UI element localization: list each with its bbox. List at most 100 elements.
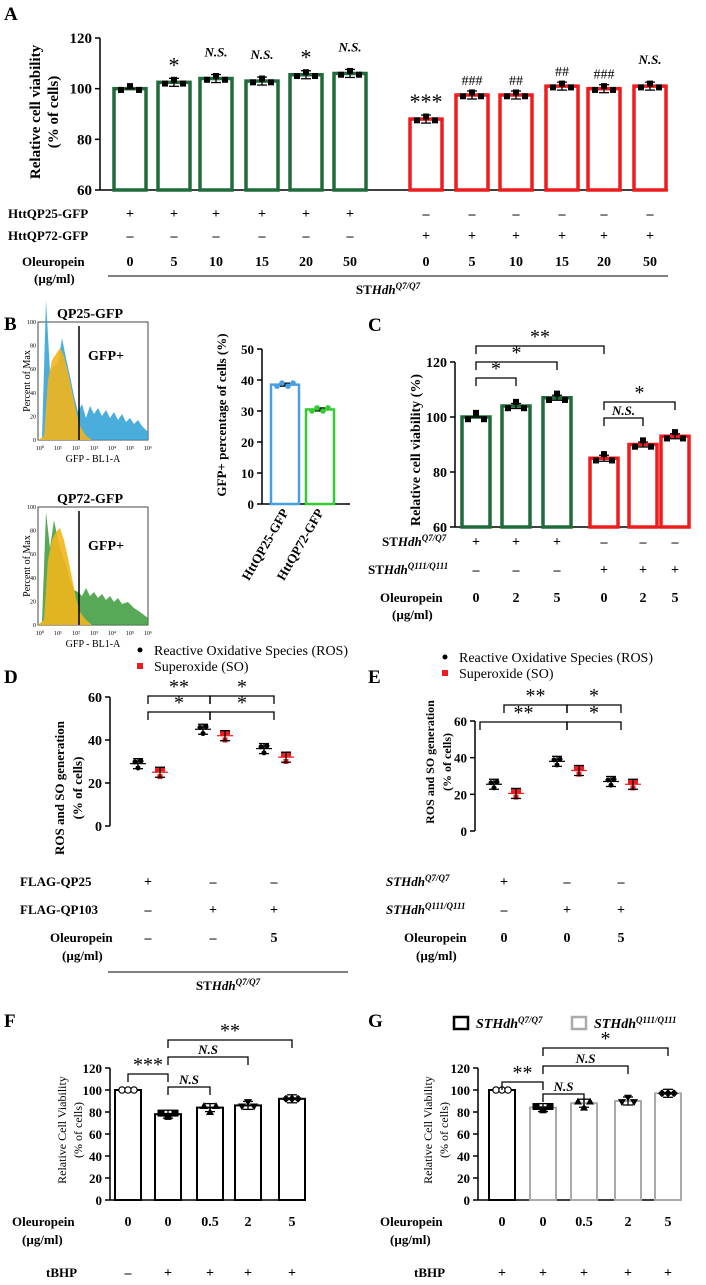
a-point-2-0: [204, 76, 210, 83]
d-cond-0-2: –: [270, 875, 279, 890]
e-cond-1-1: +: [563, 903, 571, 918]
g-sig-3-bracket: [542, 1093, 585, 1102]
f-ytick-label-6: 120: [83, 1061, 103, 1076]
g-cond-0-4: 5: [665, 1215, 672, 1230]
g-legend-q7: STHdhQ7/Q7: [476, 1015, 543, 1032]
flow1-ytick-5: 100: [27, 320, 36, 326]
d-legend-ros: Reactive Oxidative Species (ROS): [154, 644, 348, 659]
f-point-4-2: [294, 1094, 302, 1103]
g-legend-q111-marker: [570, 1015, 588, 1031]
g-sig-2-sig-label: **: [513, 1062, 533, 1084]
c-cond-label-3b: (µg/ml): [392, 607, 433, 622]
a-cond-2-11: 50: [643, 255, 657, 270]
d-cond-2-1: –: [209, 931, 218, 946]
e-cond-1-0: –: [500, 903, 509, 918]
a-point-7-0: [460, 93, 466, 100]
d-cond-label-1: FLAG-QP25: [20, 874, 92, 889]
a-cond-label-2: HttQP72-GFP: [8, 228, 88, 243]
g-cond-label-1b: (µg/ml): [390, 1232, 431, 1247]
flow1-xtick-5: 10⁵: [126, 446, 134, 452]
d-legend-ros-marker: [137, 647, 143, 653]
e-ytick-label-0: 0: [461, 824, 468, 839]
c-cond-0-0: +: [472, 535, 480, 550]
d-cond-1-1: +: [209, 903, 217, 918]
f-point-4-0: [282, 1094, 290, 1103]
b-ytick-label-3: 30: [241, 404, 254, 419]
b-bar-1: [304, 408, 336, 506]
e-sig-3-bracket: [566, 721, 622, 730]
b-ytick-label-4: 40: [241, 373, 254, 388]
d-cond-2-0: –: [144, 931, 153, 946]
c-cond-2-5: 5: [672, 591, 679, 606]
d-so-point-2-0: [281, 752, 286, 758]
f-point-1-1: [164, 1112, 172, 1120]
a-cond-1-6: +: [422, 229, 430, 244]
a-point-7-1: [469, 89, 475, 96]
e-sig-0-sig-label: **: [526, 685, 546, 707]
d-cond-1-2: +: [270, 903, 278, 918]
d-legend-so-marker: [137, 663, 143, 669]
a-condition-values: + + + + + + – – – – – – – – – – – – + + + + + +0 5 10 15 20 50 0 5 10 15…: [126, 207, 658, 270]
a-bar-3: [244, 79, 280, 192]
f-cond-1-1: +: [164, 1266, 172, 1281]
flow2-ytick-0: 0: [33, 623, 36, 629]
b-point-1-2: [320, 408, 326, 414]
e-ylabel-1: ROS and SO generation: [423, 700, 437, 824]
d-cond-0-0: +: [144, 875, 152, 890]
f-point-2-0: [200, 1101, 208, 1109]
a-sig-11: N.S.: [637, 52, 661, 67]
e-cond-0-1: –: [563, 875, 572, 890]
g-point-4-1: [664, 1089, 672, 1098]
a-point-1-0: [162, 80, 168, 87]
e-so-point-0-0: [511, 789, 516, 795]
c-sig-3-sig-label: N.S.: [611, 403, 635, 418]
f-ylabel-1: Relative Cell Viability: [55, 1076, 69, 1184]
b-ytick-label-5: 50: [241, 342, 254, 357]
flow1-ytick-3: 60: [30, 367, 36, 373]
f-cond-0-0: 0: [125, 1215, 132, 1230]
c-bar-2: [541, 396, 573, 529]
e-cond-0-0: +: [500, 875, 508, 890]
g-bar-2: [570, 1102, 598, 1201]
a-point-0-2: [136, 86, 142, 93]
flow1-xtick-3: 10³: [90, 446, 98, 452]
flow2-histogram-control: [38, 528, 92, 625]
g-ytick-label-5: 100: [451, 1083, 471, 1098]
d-so-point-1-0: [220, 731, 225, 737]
f-ytick-label-3: 60: [89, 1127, 102, 1142]
f-cond-0-3: 2: [245, 1215, 252, 1230]
f-cond-1-2: +: [206, 1266, 214, 1281]
f-ytick-label-4: 80: [89, 1105, 102, 1120]
a-cond-label-1: HttQP25-GFP: [8, 206, 88, 221]
f-point-3-0: [238, 1103, 246, 1111]
c-point-5-1: [672, 429, 678, 436]
a-sig-9: ##: [555, 65, 569, 80]
a-cond-2-6: 0: [423, 255, 430, 270]
panel-c: C Relative cell viability (%) 60 80 100 120…: [368, 315, 691, 622]
d-ytick-label-0: 0: [95, 820, 102, 835]
a-cond-label-3b: (µg/ml): [34, 271, 75, 286]
a-sig-7: ###: [462, 74, 483, 89]
d-cond-2-2: 5: [271, 931, 278, 946]
f-cond-1-0: –: [124, 1266, 133, 1281]
g-cond-1-3: +: [624, 1266, 632, 1281]
a-cond-0-8: –: [512, 207, 521, 222]
c-point-0-2: [481, 416, 487, 423]
e-sig-3-sig-label: *: [589, 702, 599, 724]
flow1-xtick-0: 10⁰: [36, 445, 45, 452]
e-so-point-1-2: [579, 765, 584, 771]
f-sig-3-bracket: [167, 1086, 211, 1095]
f-point-4-1: [288, 1094, 296, 1103]
flow2-xticks: 10⁰ 10¹ 10² 10³ 10⁴ 10⁵ 10⁶: [36, 630, 152, 637]
c-cond-2-2: 5: [554, 591, 561, 606]
f-sig-2-sig-label: ***: [133, 1054, 163, 1076]
c-sig-4-bracket: [603, 401, 676, 410]
flow1-xlabel: GFP - BL1-A: [66, 454, 121, 465]
b-ytick-label-1: 10: [241, 466, 254, 481]
g-point-4-0: [658, 1089, 666, 1098]
c-sig-0-bracket: [475, 345, 605, 354]
g-plot-area: 0 20 40 60 80 100 120 * N.S ** N.S: [451, 1028, 682, 1208]
a-point-4-1: [303, 69, 309, 76]
